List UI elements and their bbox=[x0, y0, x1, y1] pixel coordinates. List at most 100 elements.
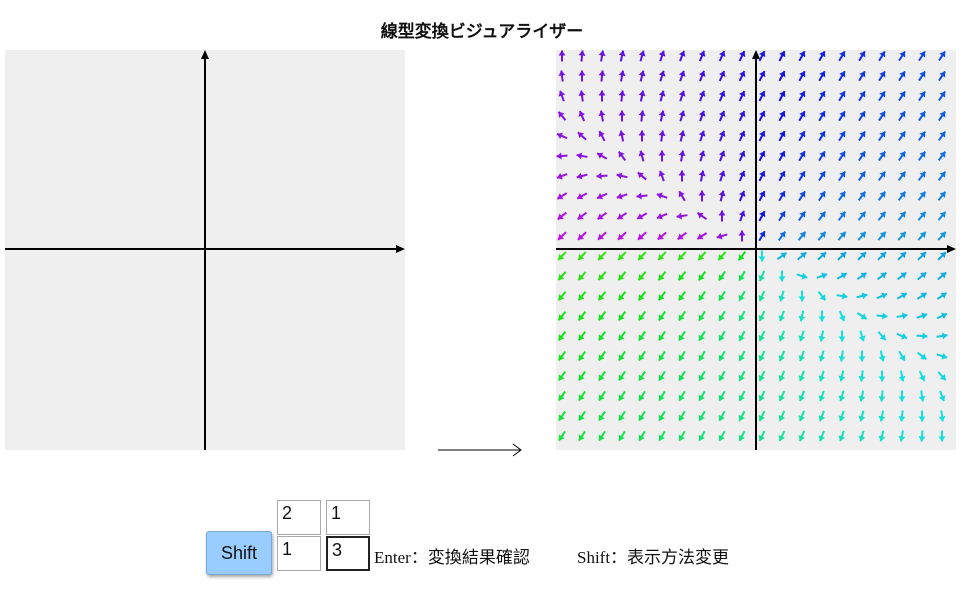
field-arrowhead bbox=[919, 151, 926, 158]
field-arrowhead bbox=[716, 232, 723, 240]
field-arrowhead bbox=[738, 190, 746, 197]
field-arrowhead bbox=[779, 191, 786, 198]
matrix-a11-input[interactable]: 2 bbox=[277, 500, 321, 535]
field-arrowhead bbox=[698, 190, 706, 196]
field-arrowhead bbox=[678, 394, 685, 401]
field-arrowhead bbox=[698, 294, 705, 301]
field-arrowhead bbox=[678, 50, 686, 57]
field-arrowhead bbox=[556, 152, 562, 160]
field-arrowhead bbox=[578, 70, 586, 76]
field-arrowhead bbox=[759, 111, 766, 118]
field-arrowhead bbox=[759, 71, 766, 78]
field-arrowhead bbox=[838, 336, 846, 342]
field-arrowhead bbox=[758, 394, 765, 401]
field-arrowhead bbox=[678, 374, 685, 381]
field-arrowhead bbox=[759, 231, 766, 238]
field-arrowhead bbox=[738, 374, 745, 381]
field-arrowhead bbox=[939, 51, 946, 58]
field-arrowhead bbox=[758, 256, 766, 262]
field-arrowhead bbox=[899, 111, 906, 118]
field-arrowhead bbox=[779, 131, 786, 138]
field-arrowhead bbox=[698, 274, 705, 281]
field-arrowhead bbox=[778, 395, 785, 402]
field-arrowhead bbox=[838, 435, 846, 442]
field-arrowhead bbox=[738, 434, 745, 441]
field-arrowhead bbox=[558, 253, 565, 260]
field-arrowhead bbox=[939, 252, 946, 259]
page-title: 線型変換ビジュアライザー bbox=[380, 22, 584, 42]
field-arrowhead bbox=[818, 435, 826, 442]
field-arrowhead bbox=[759, 51, 766, 58]
field-arrowhead bbox=[558, 70, 566, 76]
field-arrowhead bbox=[840, 272, 847, 279]
field-arrowhead bbox=[779, 151, 786, 158]
field-arrowhead bbox=[698, 254, 705, 261]
field-arrowhead bbox=[899, 71, 906, 78]
field-arrowhead bbox=[658, 274, 665, 281]
field-arrowhead bbox=[919, 131, 926, 138]
field-arrowhead bbox=[616, 172, 623, 180]
field-arrowhead bbox=[919, 111, 926, 118]
x-axis-arrowhead bbox=[396, 245, 405, 253]
shift-button[interactable]: Shift bbox=[206, 531, 272, 575]
field-arrowhead bbox=[598, 253, 605, 260]
field-arrowhead bbox=[657, 233, 664, 240]
field-arrowhead bbox=[618, 294, 625, 301]
field-arrowhead bbox=[758, 354, 765, 361]
field-arrowhead bbox=[879, 151, 886, 158]
field-arrowhead bbox=[919, 91, 926, 98]
matrix-controls: Shift 2 1 1 3 Enter：変換結果確認 Shift：表示方法変更 bbox=[205, 498, 805, 588]
field-arrowhead bbox=[939, 191, 946, 198]
matrix-a21-input[interactable]: 1 bbox=[277, 536, 321, 571]
field-arrowhead bbox=[919, 211, 926, 218]
field-arrowhead bbox=[658, 394, 665, 401]
field-arrowhead bbox=[919, 252, 926, 259]
field-arrowhead bbox=[799, 171, 806, 178]
field-arrowhead bbox=[578, 414, 585, 421]
help-enter-text: Enter：変換結果確認 bbox=[374, 548, 530, 567]
field-arrowhead bbox=[678, 354, 685, 361]
matrix-a12-input[interactable]: 1 bbox=[326, 500, 370, 535]
field-arrowhead bbox=[637, 213, 644, 220]
field-arrowhead bbox=[558, 354, 565, 361]
vector-field bbox=[556, 50, 956, 450]
field-arrowhead bbox=[878, 376, 886, 382]
field-arrowhead bbox=[698, 90, 706, 97]
field-arrowhead bbox=[596, 172, 602, 180]
matrix-a22-input[interactable]: 3 bbox=[326, 536, 370, 571]
field-arrowhead bbox=[678, 130, 686, 137]
field-arrowhead bbox=[819, 171, 826, 178]
field-arrowhead bbox=[919, 191, 926, 198]
field-arrowhead bbox=[778, 315, 786, 322]
field-arrowhead bbox=[919, 171, 926, 178]
field-arrowhead bbox=[557, 213, 564, 220]
field-arrowhead bbox=[719, 70, 726, 77]
field-arrowhead bbox=[879, 252, 886, 259]
field-arrowhead bbox=[820, 252, 827, 259]
field-arrowhead bbox=[578, 90, 586, 97]
output-plane[interactable] bbox=[556, 50, 956, 450]
field-arrowhead bbox=[798, 395, 806, 402]
field-arrowhead bbox=[577, 193, 584, 200]
field-arrowhead bbox=[718, 150, 726, 157]
field-arrowhead bbox=[920, 272, 927, 279]
field-arrowhead bbox=[658, 70, 666, 77]
field-arrowhead bbox=[941, 312, 948, 319]
field-arrowhead bbox=[758, 414, 765, 421]
field-arrowhead bbox=[839, 211, 846, 218]
field-arrowhead bbox=[818, 395, 826, 402]
field-arrowhead bbox=[718, 334, 725, 341]
field-arrowhead bbox=[678, 70, 686, 77]
field-arrowhead bbox=[779, 171, 786, 178]
field-arrowhead bbox=[678, 314, 685, 321]
field-arrowhead bbox=[658, 110, 666, 117]
field-arrowhead bbox=[878, 415, 886, 422]
field-arrowhead bbox=[899, 191, 906, 198]
field-arrowhead bbox=[678, 334, 685, 341]
field-arrowhead bbox=[859, 252, 867, 259]
input-plane[interactable] bbox=[5, 50, 405, 450]
field-arrowhead bbox=[738, 314, 745, 321]
field-arrowhead bbox=[879, 71, 886, 78]
field-arrowhead bbox=[798, 435, 806, 442]
field-arrowhead bbox=[898, 435, 906, 442]
